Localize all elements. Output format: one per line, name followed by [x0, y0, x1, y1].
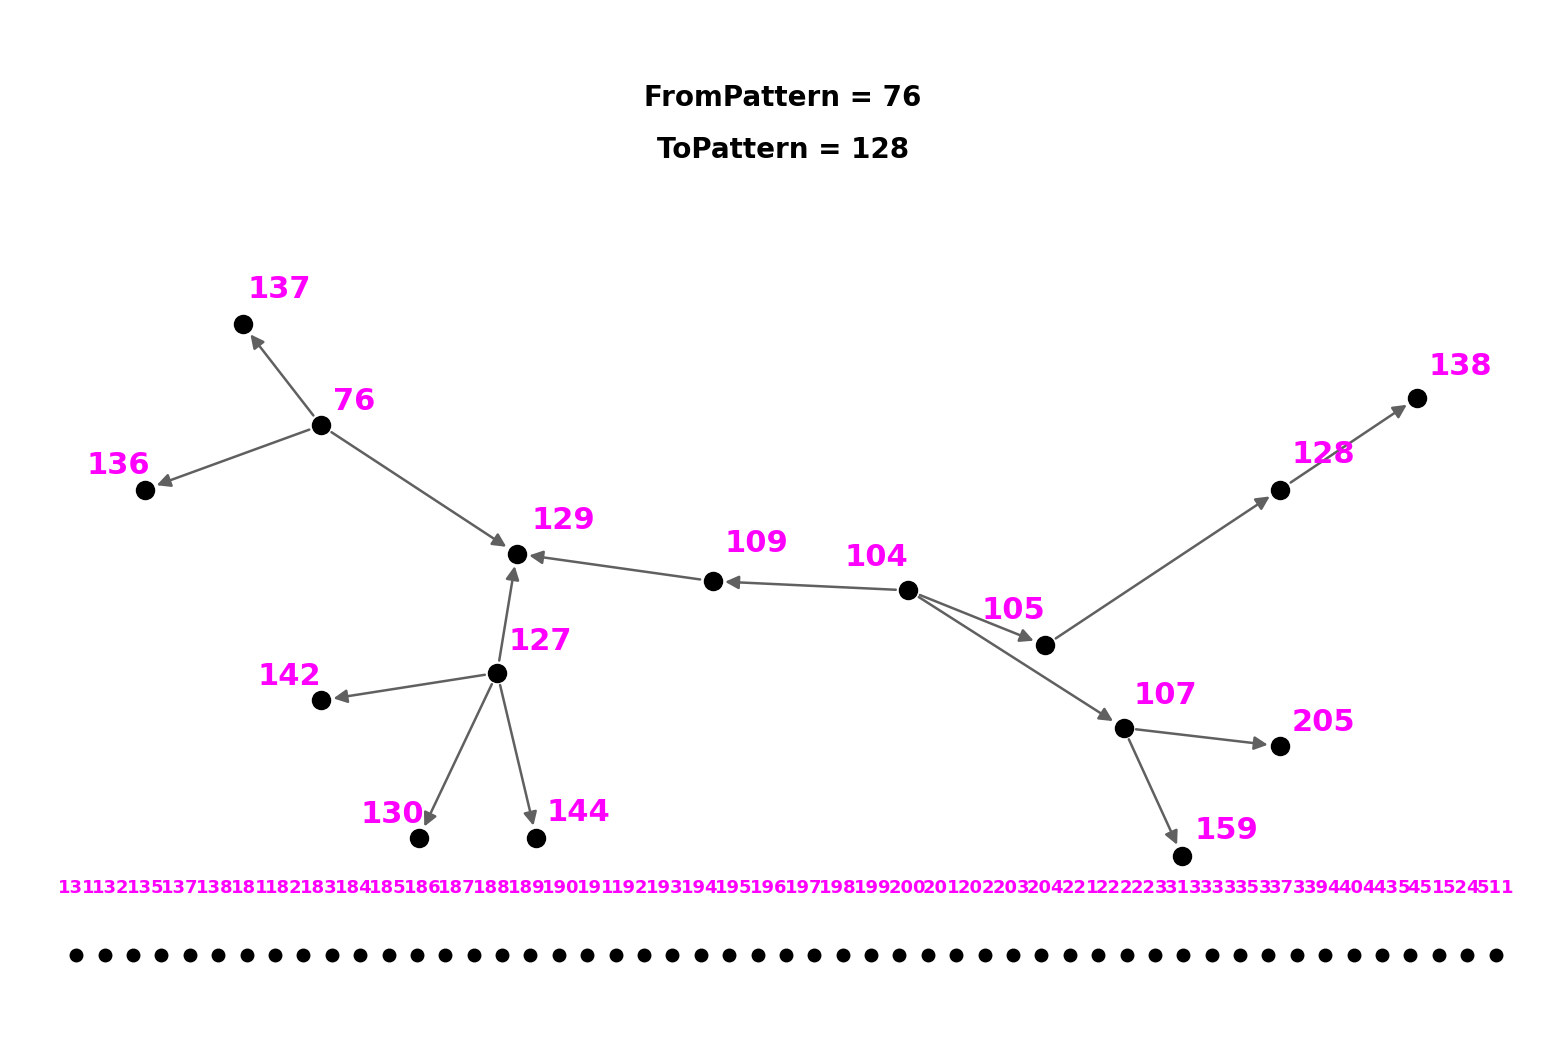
Text: 201: 201: [922, 880, 960, 897]
Text: 313: 313: [1165, 880, 1203, 897]
Text: 136: 136: [86, 451, 150, 480]
Text: 105: 105: [982, 596, 1046, 626]
Text: 76: 76: [334, 387, 376, 416]
Text: 524: 524: [1442, 880, 1480, 897]
Text: 203: 203: [993, 880, 1030, 897]
Text: 127: 127: [509, 628, 573, 656]
Text: 193: 193: [647, 880, 683, 897]
Text: 451: 451: [1408, 880, 1445, 897]
Text: 511: 511: [1477, 880, 1514, 897]
Text: 138: 138: [196, 880, 233, 897]
Text: 181: 181: [230, 880, 268, 897]
Text: 204: 204: [1027, 880, 1065, 897]
Text: 191: 191: [576, 880, 614, 897]
Text: 394: 394: [1304, 880, 1340, 897]
Text: 159: 159: [1193, 816, 1257, 845]
Text: 107: 107: [1134, 681, 1196, 709]
Text: ToPattern = 128: ToPattern = 128: [658, 136, 908, 164]
Text: 138: 138: [1428, 353, 1492, 382]
Text: 373: 373: [1268, 880, 1306, 897]
Text: 185: 185: [370, 880, 407, 897]
Text: 333: 333: [1200, 880, 1237, 897]
Text: 184: 184: [335, 880, 373, 897]
Text: 131: 131: [58, 880, 96, 897]
Text: 128: 128: [1292, 440, 1356, 470]
Text: 104: 104: [844, 543, 908, 572]
Text: 137: 137: [247, 275, 312, 304]
Text: 142: 142: [257, 662, 321, 691]
Text: 130: 130: [360, 800, 424, 828]
Text: 195: 195: [716, 880, 753, 897]
Text: 222: 222: [1096, 880, 1134, 897]
Text: 192: 192: [611, 880, 648, 897]
Text: 132: 132: [92, 880, 130, 897]
Text: 353: 353: [1234, 880, 1272, 897]
Text: 198: 198: [819, 880, 857, 897]
Text: 182: 182: [265, 880, 302, 897]
Text: 190: 190: [542, 880, 579, 897]
Text: 137: 137: [161, 880, 199, 897]
Text: 202: 202: [957, 880, 994, 897]
Text: 109: 109: [723, 529, 788, 559]
Text: 186: 186: [404, 880, 442, 897]
Text: 221: 221: [1062, 880, 1099, 897]
Text: 205: 205: [1292, 708, 1356, 737]
Text: 200: 200: [888, 880, 926, 897]
Text: 189: 189: [507, 880, 545, 897]
Text: 404: 404: [1339, 880, 1377, 897]
Text: 197: 197: [785, 880, 822, 897]
Text: 196: 196: [750, 880, 788, 897]
Text: 194: 194: [681, 880, 719, 897]
Text: 135: 135: [127, 880, 164, 897]
Text: 223: 223: [1131, 880, 1168, 897]
Text: 199: 199: [853, 880, 891, 897]
Text: 129: 129: [531, 506, 595, 536]
Text: FromPattern = 76: FromPattern = 76: [644, 84, 922, 112]
Text: 435: 435: [1373, 880, 1411, 897]
Text: 188: 188: [473, 880, 511, 897]
Text: 144: 144: [547, 798, 609, 826]
Text: 187: 187: [438, 880, 476, 897]
Text: 183: 183: [299, 880, 337, 897]
